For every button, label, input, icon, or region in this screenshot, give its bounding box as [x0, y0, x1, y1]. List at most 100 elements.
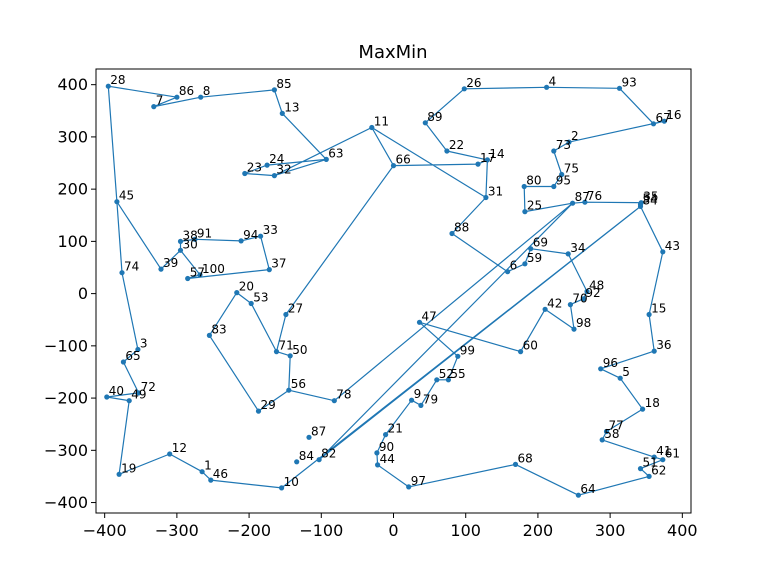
- point-label: 5: [622, 365, 630, 379]
- point-marker: [571, 326, 577, 332]
- point-marker: [570, 200, 576, 206]
- point-label: 75: [564, 162, 579, 176]
- point-label: 30: [183, 237, 198, 251]
- point-label: 80: [526, 174, 541, 188]
- point-label: 78: [336, 388, 351, 402]
- point-label: 88: [454, 221, 469, 235]
- point-label: 10: [284, 475, 299, 489]
- point-label: 100: [202, 262, 225, 276]
- point-label: 94: [243, 228, 258, 242]
- route-line-3: [208, 165, 394, 412]
- point-label: 41: [656, 444, 671, 458]
- point-label: 79: [423, 392, 438, 406]
- point-label: 4: [549, 74, 557, 88]
- point-marker: [475, 161, 481, 167]
- point-marker: [158, 266, 164, 272]
- point-label: 17: [480, 151, 495, 165]
- point-label: 61: [665, 447, 680, 461]
- point-marker: [283, 311, 289, 318]
- point-label: 90: [379, 440, 394, 454]
- point-marker: [271, 173, 277, 179]
- point-marker: [646, 311, 652, 318]
- point-marker: [185, 275, 191, 282]
- point-label: 8: [203, 84, 211, 98]
- point-marker: [406, 484, 412, 490]
- point-label: 13: [284, 100, 299, 114]
- point-label: 65: [125, 349, 140, 363]
- point-label: 64: [580, 482, 595, 496]
- chart-title: MaxMin: [358, 42, 427, 63]
- point-marker: [598, 366, 604, 372]
- point-label: 35: [643, 190, 658, 204]
- point-marker: [206, 332, 212, 338]
- point-label: 28: [110, 73, 125, 87]
- point-marker: [279, 110, 285, 116]
- point-marker: [646, 473, 652, 479]
- point-label: 39: [163, 256, 178, 270]
- point-marker: [136, 390, 142, 396]
- point-marker: [234, 290, 240, 296]
- point-marker: [461, 86, 467, 92]
- point-label: 20: [239, 280, 254, 294]
- point-label: 47: [422, 309, 437, 323]
- point-label: 98: [576, 316, 591, 330]
- point-marker: [331, 398, 337, 404]
- point-marker: [135, 346, 141, 353]
- point-label: 68: [518, 451, 533, 465]
- point-marker: [521, 183, 527, 190]
- point-marker: [306, 434, 312, 440]
- point-label: 89: [427, 110, 442, 124]
- point-marker: [522, 209, 528, 215]
- point-marker: [603, 428, 610, 435]
- point-label: 27: [288, 302, 303, 316]
- point-label: 24: [269, 152, 284, 166]
- point-label: 42: [547, 296, 562, 310]
- point-marker: [651, 348, 657, 354]
- point-label: 23: [247, 161, 262, 175]
- x-tick-label: 300: [595, 521, 626, 540]
- markers: [104, 83, 667, 498]
- point-label: 12: [172, 441, 187, 455]
- point-marker: [434, 377, 440, 383]
- point-label: 86: [179, 84, 194, 98]
- point-label: 83: [211, 322, 226, 336]
- point-marker: [167, 451, 173, 457]
- point-marker: [279, 485, 285, 491]
- point-label: 71: [279, 339, 294, 353]
- point-label: 60: [523, 339, 538, 353]
- point-marker: [114, 199, 120, 205]
- x-tick-label: −100: [299, 521, 343, 540]
- point-label: 51: [643, 456, 658, 470]
- point-label: 19: [121, 461, 136, 475]
- point-marker: [575, 492, 582, 498]
- y-tick-label: −300: [44, 441, 88, 460]
- point-label: 32: [276, 163, 291, 177]
- point-marker: [650, 121, 657, 127]
- point-label: 22: [449, 138, 464, 152]
- point-marker: [522, 261, 528, 267]
- point-marker: [409, 397, 415, 403]
- point-label: 50: [292, 343, 307, 357]
- point-marker: [177, 247, 184, 253]
- point-label: 31: [488, 185, 503, 199]
- point-label: 72: [141, 380, 156, 394]
- point-marker: [505, 269, 511, 275]
- point-marker: [640, 406, 646, 412]
- point-marker: [316, 457, 322, 463]
- point-label: 82: [321, 447, 336, 461]
- point-marker: [151, 104, 157, 110]
- point-marker: [119, 270, 125, 276]
- point-label: 56: [291, 377, 306, 391]
- point-marker: [551, 148, 557, 154]
- point-marker: [174, 94, 180, 100]
- point-marker: [248, 300, 254, 307]
- point-marker: [126, 398, 132, 404]
- y-tick-label: −100: [44, 336, 88, 355]
- point-marker: [661, 118, 667, 124]
- point-label: 43: [665, 239, 680, 253]
- point-label: 97: [411, 474, 426, 488]
- point-label: 7: [156, 94, 164, 108]
- point-marker: [580, 296, 587, 302]
- point-marker: [198, 94, 204, 100]
- point-marker: [637, 466, 644, 472]
